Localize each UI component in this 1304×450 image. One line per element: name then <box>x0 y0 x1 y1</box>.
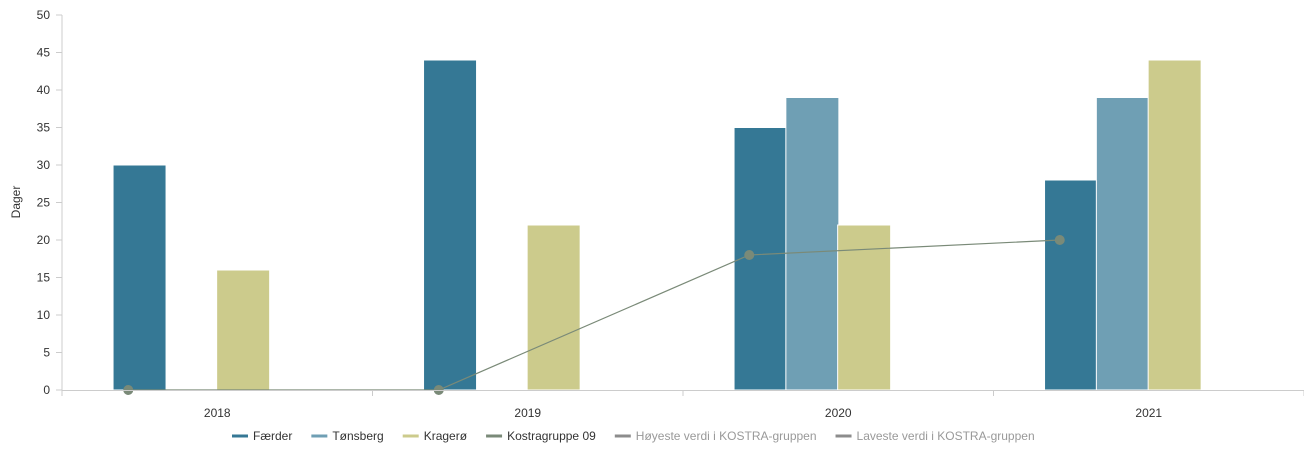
y-tick-label: 10 <box>37 308 51 322</box>
y-axis-title-group: Dager <box>9 186 23 219</box>
y-tick-label: 40 <box>37 83 51 97</box>
y-axis-title: Dager <box>9 186 23 219</box>
bar-krager--2019[interactable] <box>526 224 581 391</box>
legend-item[interactable]: Høyeste verdi i KOSTRA-gruppen <box>614 429 817 443</box>
bar-f-rder-2021[interactable] <box>1044 179 1099 391</box>
bar-krager--2021[interactable] <box>1147 59 1202 391</box>
line-point-2020[interactable] <box>744 250 755 260</box>
bar-f-rder-2019[interactable] <box>423 59 478 391</box>
bar-krager--2018[interactable] <box>216 269 271 391</box>
line-point-2021[interactable] <box>1054 235 1065 245</box>
bar-t-nsberg-2020[interactable] <box>785 97 840 391</box>
y-axis-ticks: 0 5 10 15 20 25 30 35 40 45 50 <box>37 8 63 397</box>
x-tick-label: 2020 <box>825 406 852 420</box>
legend[interactable]: Færder Tønsberg Kragerø Kostragruppe 09 Høye… <box>232 429 1035 443</box>
legend-label: Kragerø <box>424 429 468 443</box>
y-tick-label: 45 <box>37 46 51 60</box>
legend-label: Høyeste verdi i KOSTRA-gruppen <box>636 429 817 443</box>
y-tick-label: 15 <box>37 271 51 285</box>
y-tick-label: 35 <box>37 121 51 135</box>
y-tick-label: 25 <box>37 196 51 210</box>
y-tick-label: 20 <box>37 233 51 247</box>
x-tick-label: 2019 <box>514 406 541 420</box>
legend-label: Kostragruppe 09 <box>507 429 596 443</box>
legend-item[interactable]: Færder <box>232 429 292 443</box>
legend-label: Færder <box>253 429 292 443</box>
y-tick-label: 0 <box>43 383 50 397</box>
legend-item[interactable]: Tønsberg <box>311 429 384 443</box>
legend-item[interactable]: Laveste verdi i KOSTRA-gruppen <box>835 429 1035 443</box>
bar-f-rder-2020[interactable] <box>733 127 788 391</box>
y-tick-label: 50 <box>37 8 51 22</box>
legend-label: Tønsberg <box>332 429 383 443</box>
y-tick-label: 30 <box>37 158 51 172</box>
bar-t-nsberg-2021[interactable] <box>1095 97 1150 391</box>
y-tick-label: 5 <box>43 346 50 360</box>
bars <box>112 59 1202 391</box>
legend-item[interactable]: Kragerø <box>402 429 468 443</box>
legend-item[interactable]: Kostragruppe 09 <box>486 429 596 443</box>
legend-label: Laveste verdi i KOSTRA-gruppen <box>857 429 1035 443</box>
x-tick-label: 2021 <box>1135 406 1162 420</box>
x-tick-label: 2018 <box>204 406 231 420</box>
bar-f-rder-2018[interactable] <box>112 164 167 391</box>
x-axis-ticks: 2018 2019 2020 2021 <box>61 390 1304 420</box>
